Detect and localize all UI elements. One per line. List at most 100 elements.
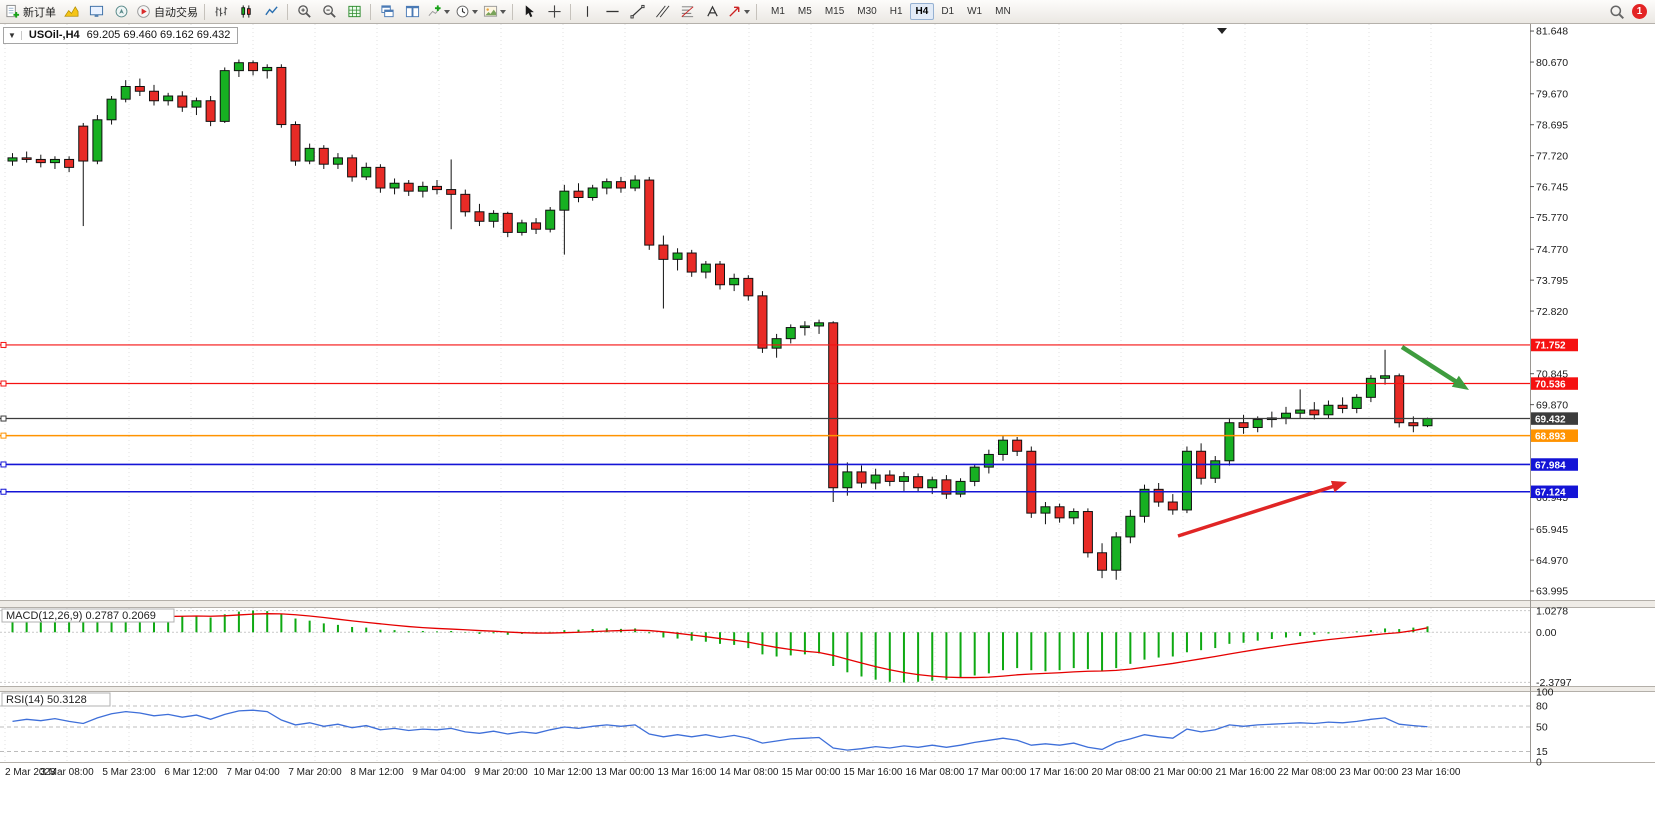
time-label: 2 Mar 2023 <box>5 767 56 778</box>
candle <box>814 319 825 334</box>
crosshair-tool-button[interactable] <box>542 2 566 22</box>
new-order-icon <box>6 4 20 18</box>
navigator-button[interactable] <box>109 2 133 22</box>
time-label: 10 Mar 12:00 <box>534 767 593 778</box>
timeframe-h1-button[interactable]: H1 <box>889 6 903 17</box>
timeframe-m1-button[interactable]: M1 <box>771 6 785 17</box>
line-handle[interactable] <box>0 432 7 439</box>
toolbar-separator <box>204 3 205 20</box>
candle <box>134 78 145 97</box>
timeframe-d1-button[interactable]: D1 <box>941 6 955 17</box>
cursor-icon <box>525 5 534 18</box>
candle <box>21 151 32 163</box>
tile-windows-button[interactable] <box>342 2 366 22</box>
time-label: 8 Mar 12:00 <box>350 767 404 778</box>
toolbar-separator <box>287 3 288 20</box>
timeframe-w1-button[interactable]: W1 <box>967 6 983 17</box>
time-label: 22 Mar 08:00 <box>1278 767 1337 778</box>
timeframe-m30-button[interactable]: M30 <box>857 6 877 17</box>
trendline-tool-button[interactable] <box>625 2 649 22</box>
red-trend-arrow[interactable] <box>1177 483 1338 538</box>
periods-button[interactable] <box>453 2 480 22</box>
price-badge-label: 71.752 <box>1535 341 1566 352</box>
new-order-button[interactable]: 新订单 <box>3 2 58 22</box>
price-badge-label: 67.124 <box>1535 488 1566 499</box>
candle <box>1323 400 1334 418</box>
price-tick-label: 72.820 <box>1536 306 1568 318</box>
arrange-windows-button[interactable] <box>400 2 424 22</box>
candle <box>983 449 994 474</box>
candle <box>785 324 796 344</box>
timeframe-mn-button[interactable]: MN <box>995 6 1011 17</box>
cascade-windows-button[interactable] <box>375 2 399 22</box>
time-label: 16 Mar 08:00 <box>906 767 965 778</box>
add-indicator-button[interactable] <box>425 2 452 22</box>
rsi-tick-label: 80 <box>1536 701 1548 713</box>
trendline-icon <box>629 4 645 19</box>
cursor-tool-button[interactable] <box>517 2 541 22</box>
fibonacci-tool-button[interactable] <box>675 2 699 22</box>
panel-separator[interactable] <box>0 687 1655 691</box>
candle <box>1394 373 1405 428</box>
time-label: 23 Mar 00:00 <box>1340 767 1399 778</box>
price-tick-label: 65.945 <box>1536 524 1568 536</box>
time-label: 14 Mar 08:00 <box>720 767 779 778</box>
candle <box>177 91 188 112</box>
candle <box>1181 446 1192 514</box>
notification-badge[interactable]: 1 <box>1632 4 1647 19</box>
symbol-dropdown-icon[interactable]: ▼ <box>8 30 22 40</box>
candle <box>233 59 244 77</box>
profiles-button[interactable] <box>59 2 83 22</box>
candle <box>644 176 655 250</box>
green-trend-arrow[interactable] <box>1400 345 1461 386</box>
chart-title-box[interactable]: ▼ USOil-,H4 69.205 69.460 69.162 69.432 <box>3 27 239 44</box>
candlestick-type-button[interactable] <box>234 2 258 22</box>
candle <box>1224 417 1235 466</box>
candle <box>262 64 273 79</box>
clock-icon <box>456 5 469 18</box>
line-handle[interactable] <box>0 380 7 387</box>
candle <box>573 183 584 203</box>
time-label: 5 Mar 23:00 <box>102 767 156 778</box>
timeframe-m5-button[interactable]: M5 <box>797 6 812 17</box>
candle <box>998 435 1008 461</box>
candle <box>1125 509 1136 544</box>
candle <box>1238 414 1249 434</box>
timeframe-group: M1 M5 M15 M30 H1 H4 D1 W1 MN <box>765 3 1017 20</box>
text-tool-button[interactable] <box>700 2 724 22</box>
line-handle[interactable] <box>0 461 7 468</box>
timeframe-h4-button[interactable]: H4 <box>909 3 935 20</box>
price-tick-label: 76.745 <box>1536 181 1568 193</box>
zoom-in-button[interactable] <box>292 2 316 22</box>
timeframe-m15-button[interactable]: M15 <box>824 6 845 17</box>
line-handle[interactable] <box>0 415 7 422</box>
grid-icon <box>347 5 361 18</box>
panel-separator[interactable] <box>0 601 1655 607</box>
chart-shift-marker[interactable] <box>1217 28 1227 34</box>
compass-icon <box>115 5 127 18</box>
symbol-timeframe-label: USOil-,H4 <box>28 29 80 41</box>
line-handle[interactable] <box>0 488 7 495</box>
candle <box>743 275 754 301</box>
price-badge <box>1531 338 1578 352</box>
price-badge-label: 67.984 <box>1535 460 1566 471</box>
candlestick-icon <box>240 5 251 18</box>
candle <box>842 462 853 496</box>
channel-tool-button[interactable] <box>650 2 674 22</box>
autotrading-icon <box>137 5 150 18</box>
vline-tool-button[interactable] <box>575 2 599 22</box>
candle <box>1365 375 1376 403</box>
bar-chart-type-button[interactable] <box>209 2 233 22</box>
search-icon[interactable] <box>1609 4 1625 20</box>
hline-tool-button[interactable] <box>600 2 624 22</box>
autotrading-button[interactable]: 自动交易 <box>134 2 200 22</box>
line-handle[interactable] <box>0 341 7 348</box>
arrows-tool-button[interactable] <box>725 2 752 22</box>
templates-button[interactable] <box>481 2 508 22</box>
toolbar-right-group: 1 <box>1609 4 1652 20</box>
line-chart-type-button[interactable] <box>259 2 283 22</box>
candle <box>799 321 810 336</box>
market-watch-button[interactable] <box>84 2 108 22</box>
zoom-out-button[interactable] <box>317 2 341 22</box>
time-label: 23 Mar 16:00 <box>1402 767 1461 778</box>
